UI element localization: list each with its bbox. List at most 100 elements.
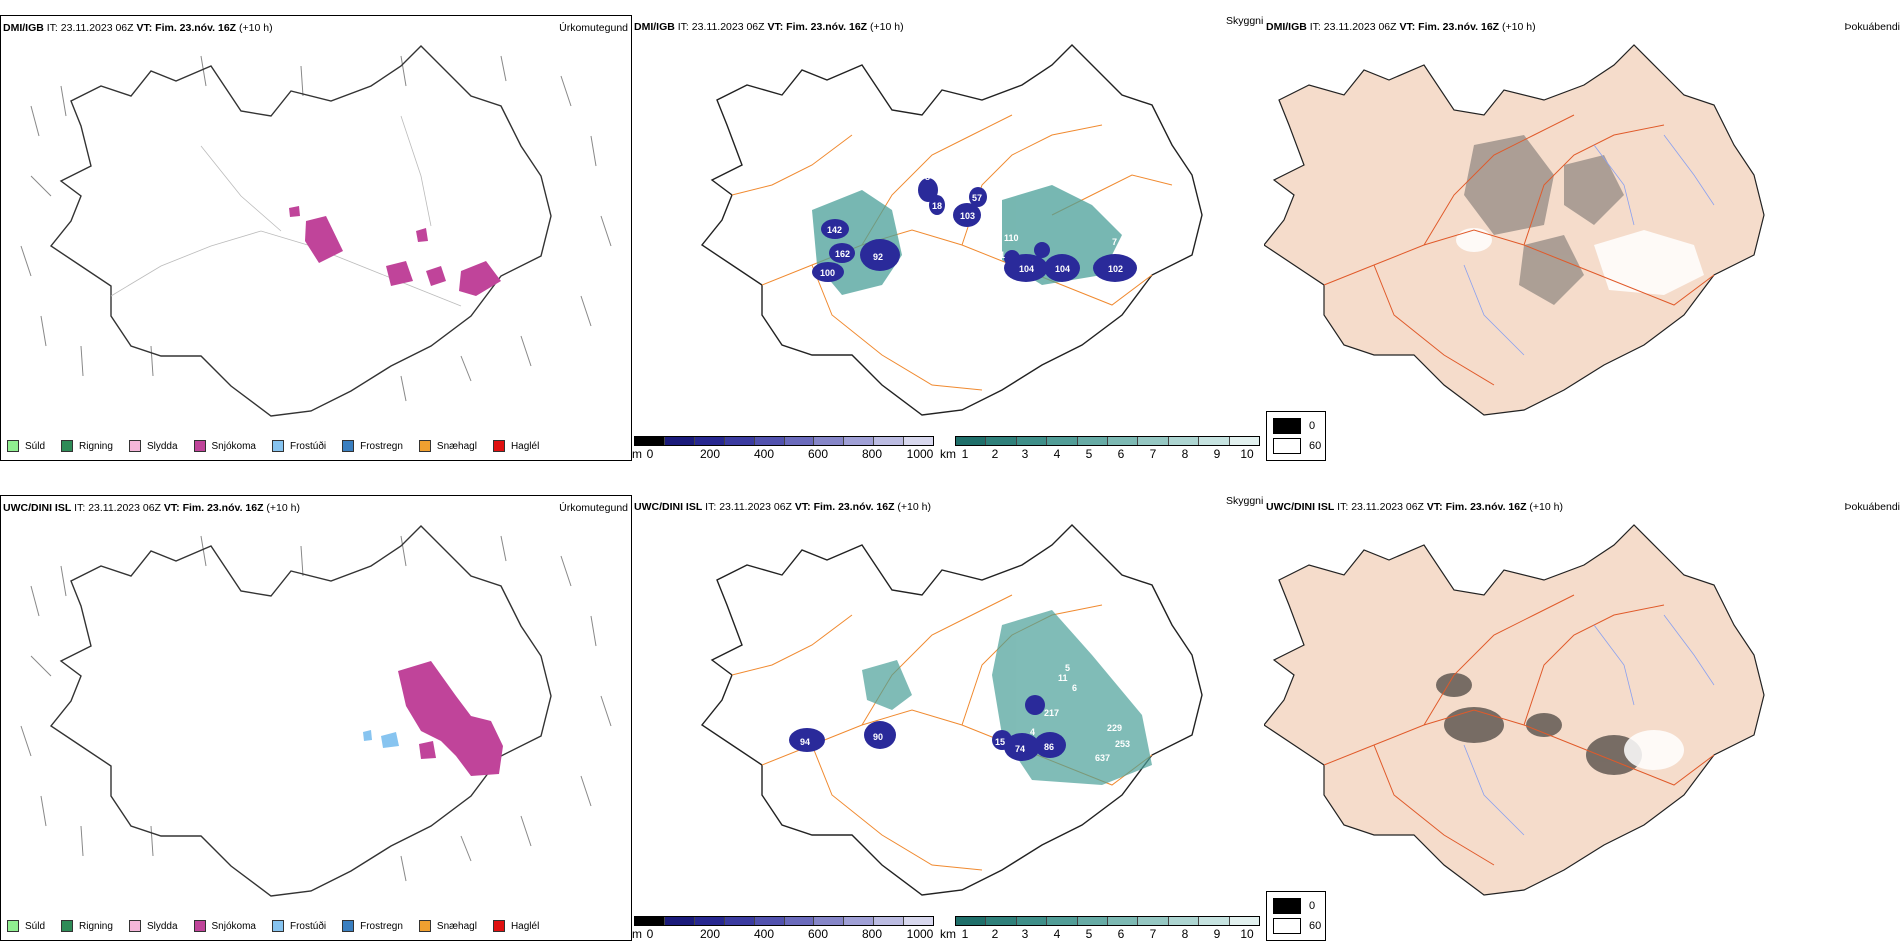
colorbar-cell [694,917,725,925]
colorbar-tick: 600 [807,927,829,941]
colorbar-tick: 10 [1240,447,1254,461]
ceiling-label: 15 [995,737,1005,747]
colorbar-tick: 1000 [906,927,934,941]
legend-swatch [342,920,355,932]
ceiling-label: 8 [925,172,930,182]
ceiling-label: 162 [835,249,850,259]
colorbar-cell [1016,917,1048,925]
colorbar-cell [1047,917,1078,925]
colorbar-tick: 5 [1085,927,1093,941]
colorbar-tick: 5 [1085,447,1093,461]
visibility-colorbar-ticks: km 1 2 3 4 5 6 7 8 9 10 [940,446,1260,461]
precip-legend: Súld Rigning Slydda Snjókoma Frostúði Fr… [7,440,555,452]
ceiling-colorbar: m 0 200 400 600 800 1000 [632,436,934,461]
legend-item: Rigning [61,440,113,452]
ceiling-colorbar-ticks: m 0 200 400 600 800 1000 [632,446,934,461]
ceiling-label: 5 [1065,663,1070,673]
legend-swatch [193,440,206,452]
ceiling-label: 125 [923,286,938,296]
visibility-colorbar: km 1 2 3 4 5 6 7 8 9 10 [940,916,1260,941]
colorbar-cell [1108,437,1139,445]
colorbar-tick: 9 [1213,447,1221,461]
fog-legend: 0 60 [1266,411,1326,461]
iceland-outline [49,525,552,897]
legend-swatch [271,440,284,452]
iceland-outline [700,524,1203,896]
precip-map [20,525,612,897]
fog-clear-areas [1624,730,1684,770]
fog-title: Þokuábendi [1844,21,1900,33]
precip-panel-row1: DMI/IGB IT: 23.11.2023 06Z VT: Fim. 23.n… [0,15,632,461]
colorbar-unit: km [940,447,956,461]
legend-swatch [342,440,355,452]
colorbar-cell [956,917,987,925]
legend-item: Frostregn [342,920,403,932]
colorbar-tick: 2 [991,447,999,461]
colorbar-tick: 9 [1213,927,1221,941]
colorbar-tick: 6 [1117,447,1125,461]
panel-header: DMI/IGB IT: 23.11.2023 06Z VT: Fim. 23.n… [634,21,904,33]
colorbar-cell [844,917,875,925]
colorbar-unit: m [632,447,642,461]
ceiling-label: 92 [873,252,883,262]
fog-legend-swatch [1273,418,1301,434]
legend-swatch [492,920,505,932]
colorbar-tick: 200 [699,447,721,461]
ceiling-label: 11 [1058,673,1068,683]
ceiling-label: 86 [1044,742,1054,752]
ceiling-label: 102 [1108,264,1123,274]
ceiling-label: 74 [1015,744,1025,754]
panel-header: UWC/DINI ISL IT: 23.11.2023 06Z VT: Fim.… [634,501,931,513]
legend-item: Rigning [61,920,113,932]
visibility-panel-row2: UWC/DINI ISL IT: 23.11.2023 06Z VT: Fim.… [632,495,1264,941]
colorbar-cell [1168,917,1200,925]
fog-map [1264,44,1765,416]
colorbar-cell [1077,437,1109,445]
colorbar-cell [956,437,987,445]
ceiling-label: 7 [1112,237,1117,247]
colorbar-cell [754,917,785,925]
iceland-outline [1264,44,1765,416]
colorbar-cell [1138,917,1169,925]
colorbar-cell [1138,437,1169,445]
colorbar-cell [1077,917,1109,925]
visibility-title: Skyggni [1226,15,1264,27]
fog-legend-swatch [1273,898,1301,914]
colorbar-cell [814,437,845,445]
ceiling-colorbar: m 0 200 400 600 800 1000 [632,916,934,941]
colorbar-cell [784,437,815,445]
colorbar-unit: m [632,927,642,941]
fog-title: Þokuábendi [1844,501,1900,513]
legend-swatch [271,920,284,932]
colorbar-tick: 4 [1053,927,1061,941]
visibility-colorbar-cells [955,916,1260,926]
colorbar-tick: 800 [861,447,883,461]
colorbar-cell [1199,437,1230,445]
colorbar-tick: 7 [1149,447,1157,461]
iceland-outline [49,45,552,417]
colorbar-tick: 200 [699,927,721,941]
visibility-panel-row1: DMI/IGB IT: 23.11.2023 06Z VT: Fim. 23.n… [632,15,1264,461]
colorbar-cell [664,917,695,925]
ceiling-label: 104 [1019,264,1034,274]
fog-panel-row1: DMI/IGB IT: 23.11.2023 06Z VT: Fim. 23.n… [1264,15,1900,461]
fog-clear-areas [1456,228,1704,295]
wind-barbs [20,535,612,882]
colorbar-tick: 1 [961,447,969,461]
rivers [1463,134,1715,356]
legend-item: Snjókoma [193,920,256,932]
colorbar-cell [1016,437,1048,445]
colorbar-cell [904,917,934,925]
fog-map [1264,524,1765,896]
snow-areas [398,661,503,776]
ceiling-label: 100 [820,268,835,278]
ceiling-label: 253 [1115,739,1130,749]
ceiling-label: 104 [1055,264,1070,274]
wind-barbs [20,55,612,402]
legend-item: Slydda [128,920,178,932]
snow-areas [289,206,501,296]
colorbar-cell [635,437,665,445]
ceiling-label: 6 [1072,683,1077,693]
visibility-colorbar: km 1 2 3 4 5 6 7 8 9 10 [940,436,1260,461]
precip-title: Úrkomutegund [559,22,628,34]
